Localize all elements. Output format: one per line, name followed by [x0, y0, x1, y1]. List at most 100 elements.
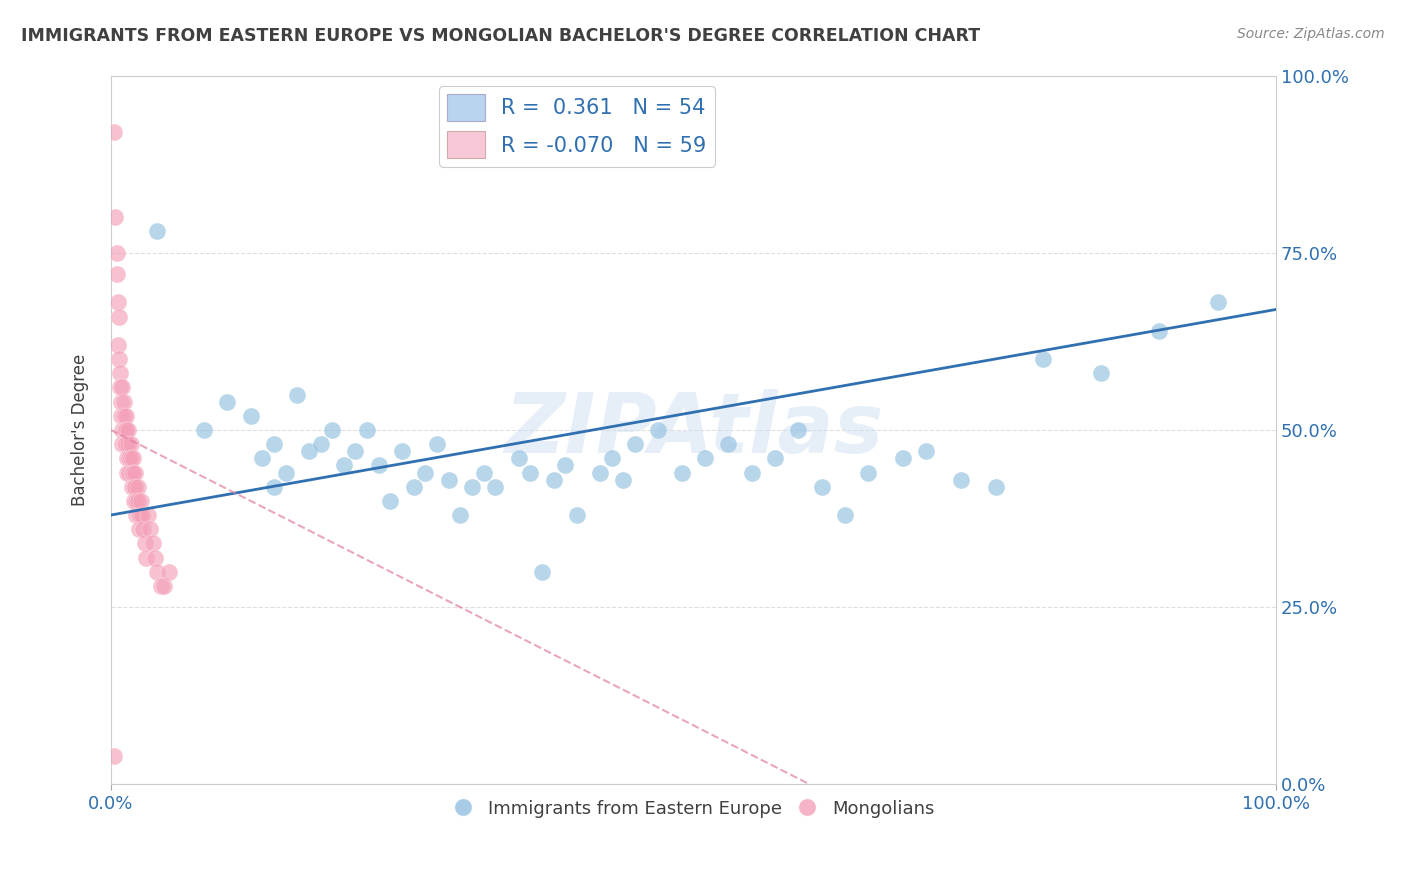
Point [1032, 352, 1054, 367]
Point [787, 423, 810, 437]
Point [108, 366, 131, 380]
Point [134, 536, 156, 550]
Point [950, 473, 973, 487]
Point [321, 423, 343, 437]
Point [105, 245, 128, 260]
Point [298, 444, 321, 458]
Point [274, 466, 297, 480]
Y-axis label: Bachelor's Degree: Bachelor's Degree [72, 354, 89, 506]
Point [741, 466, 763, 480]
Point [122, 494, 145, 508]
Point [554, 458, 576, 473]
Point [285, 387, 308, 401]
Point [124, 480, 146, 494]
Point [111, 380, 134, 394]
Point [671, 466, 693, 480]
Point [136, 508, 159, 522]
Point [624, 437, 647, 451]
Point [367, 458, 389, 473]
Point [149, 579, 172, 593]
Point [834, 508, 856, 522]
Point [108, 310, 131, 324]
Point [114, 423, 136, 437]
Point [693, 451, 716, 466]
Point [142, 536, 165, 550]
Point [717, 437, 740, 451]
Point [146, 565, 169, 579]
Point [380, 494, 402, 508]
Point [309, 437, 332, 451]
Point [415, 466, 437, 480]
Point [105, 267, 128, 281]
Point [115, 451, 138, 466]
Text: IMMIGRANTS FROM EASTERN EUROPE VS MONGOLIAN BACHELOR'S DEGREE CORRELATION CHART: IMMIGRANTS FROM EASTERN EUROPE VS MONGOL… [21, 27, 980, 45]
Point [1206, 295, 1229, 310]
Legend: Immigrants from Eastern Europe, Mongolians: Immigrants from Eastern Europe, Mongolia… [444, 792, 942, 825]
Point [508, 451, 530, 466]
Point [112, 409, 135, 423]
Point [108, 352, 131, 367]
Point [115, 409, 138, 423]
Point [135, 550, 157, 565]
Point [129, 508, 152, 522]
Text: Source: ZipAtlas.com: Source: ZipAtlas.com [1237, 27, 1385, 41]
Point [125, 508, 148, 522]
Point [763, 451, 786, 466]
Point [111, 437, 134, 451]
Point [1090, 366, 1112, 380]
Point [103, 125, 125, 139]
Point [107, 338, 129, 352]
Point [143, 550, 166, 565]
Point [519, 466, 541, 480]
Point [131, 508, 153, 522]
Point [153, 579, 176, 593]
Point [110, 409, 132, 423]
Point [122, 480, 145, 494]
Point [157, 565, 180, 579]
Point [589, 466, 612, 480]
Point [121, 480, 143, 494]
Point [129, 494, 152, 508]
Point [111, 423, 134, 437]
Point [986, 480, 1008, 494]
Point [122, 451, 145, 466]
Point [146, 225, 169, 239]
Point [112, 394, 135, 409]
Point [115, 423, 138, 437]
Point [426, 437, 449, 451]
Point [127, 480, 149, 494]
Point [120, 437, 142, 451]
Point [103, 749, 125, 764]
Point [122, 466, 145, 480]
Point [472, 466, 495, 480]
Point [484, 480, 506, 494]
Point [263, 480, 285, 494]
Point [647, 423, 669, 437]
Point [461, 480, 484, 494]
Point [217, 394, 239, 409]
Point [117, 423, 139, 437]
Point [810, 480, 832, 494]
Point [391, 444, 413, 458]
Point [121, 466, 143, 480]
Point [128, 508, 150, 522]
Point [114, 437, 136, 451]
Point [565, 508, 588, 522]
Point [125, 494, 148, 508]
Point [600, 451, 623, 466]
Point [110, 394, 132, 409]
Point [252, 451, 274, 466]
Point [132, 522, 155, 536]
Point [263, 437, 285, 451]
Point [612, 473, 634, 487]
Point [117, 437, 139, 451]
Point [891, 451, 914, 466]
Point [124, 466, 146, 480]
Text: ZIPAtlas: ZIPAtlas [503, 390, 883, 470]
Point [333, 458, 356, 473]
Point [449, 508, 471, 522]
Point [115, 466, 138, 480]
Point [356, 423, 378, 437]
Point [530, 565, 553, 579]
Point [118, 451, 141, 466]
